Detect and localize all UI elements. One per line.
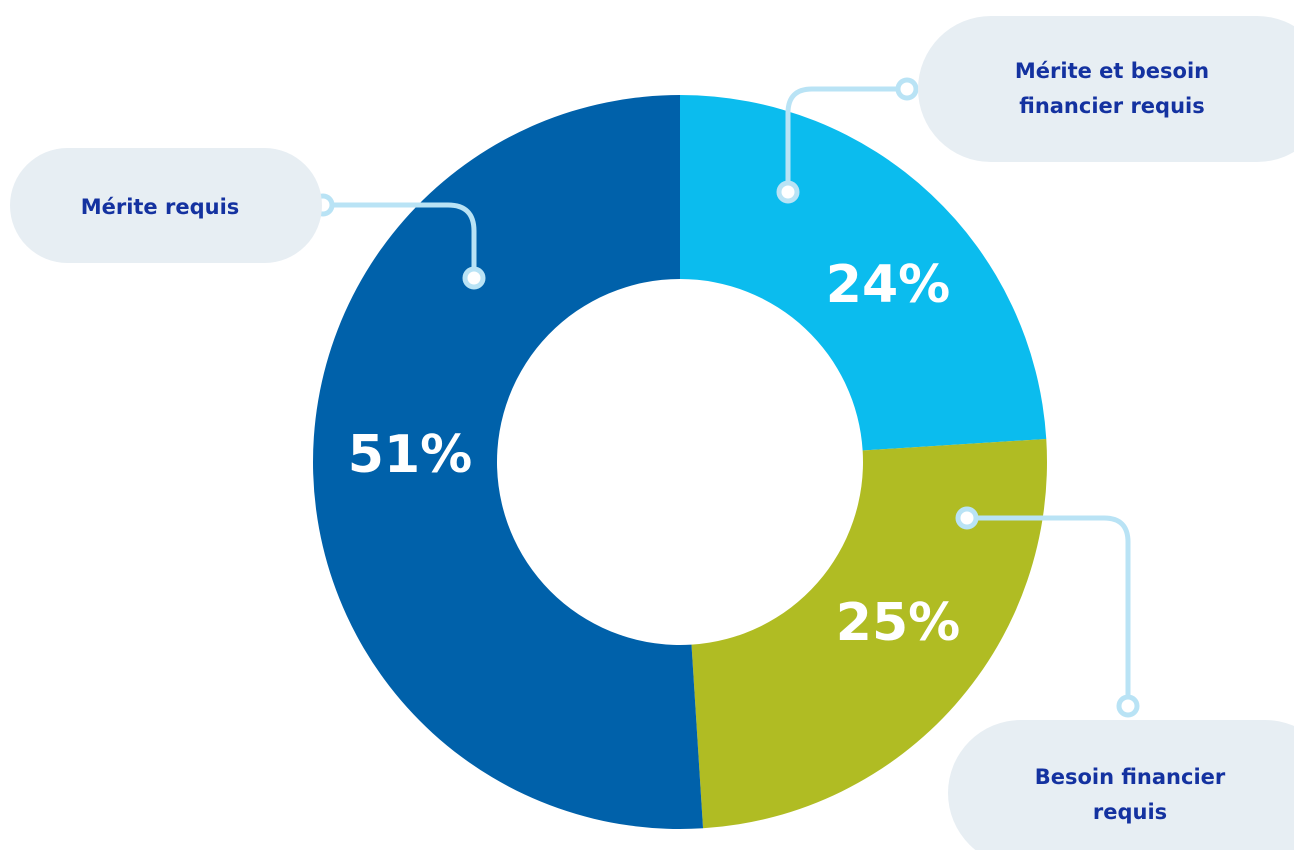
- callout-label-line: Besoin financier: [1035, 765, 1226, 789]
- percentage-label-merite-et-besoin: 24%: [826, 255, 950, 315]
- callout-label-line: Mérite requis: [81, 195, 240, 219]
- callout-bubble: [10, 148, 322, 263]
- callout-label-line: financier requis: [1019, 94, 1204, 118]
- connector-line: [964, 515, 1131, 709]
- callout-label-line: Mérite et besoin: [1015, 59, 1209, 83]
- slice-besoin-financier: [691, 438, 1047, 829]
- connector-line: [785, 86, 910, 195]
- connector-dot: [1116, 694, 1140, 718]
- callout-bubble: [948, 720, 1294, 850]
- slice-merite-et-besoin: [680, 95, 1047, 451]
- callout-bubble: [918, 16, 1294, 162]
- slice-merite: [312, 95, 704, 829]
- percentage-label-merite: 51%: [348, 425, 472, 485]
- connector-line: [320, 202, 477, 281]
- connector-merite-et-besoin: [776, 77, 919, 204]
- connector-dot: [895, 77, 919, 101]
- callout-besoin-financier: Besoin financier requis: [948, 720, 1294, 850]
- callout-bubbles: Mérite et besoin financier requis Besoin f…: [10, 16, 1294, 850]
- callout-label-line: requis: [1093, 800, 1167, 824]
- percentage-labels: 24% 25% 51%: [348, 255, 960, 653]
- callout-connectors: [311, 77, 1140, 718]
- percentage-label-besoin-financier: 25%: [836, 593, 960, 653]
- callout-merite: Mérite requis: [10, 148, 322, 263]
- connector-dot: [462, 266, 486, 290]
- connector-besoin-financier: [955, 506, 1140, 718]
- callout-merite-et-besoin: Mérite et besoin financier requis: [918, 16, 1294, 162]
- donut-slices: [312, 95, 1047, 829]
- connector-dot: [955, 506, 979, 530]
- connector-dot: [776, 180, 800, 204]
